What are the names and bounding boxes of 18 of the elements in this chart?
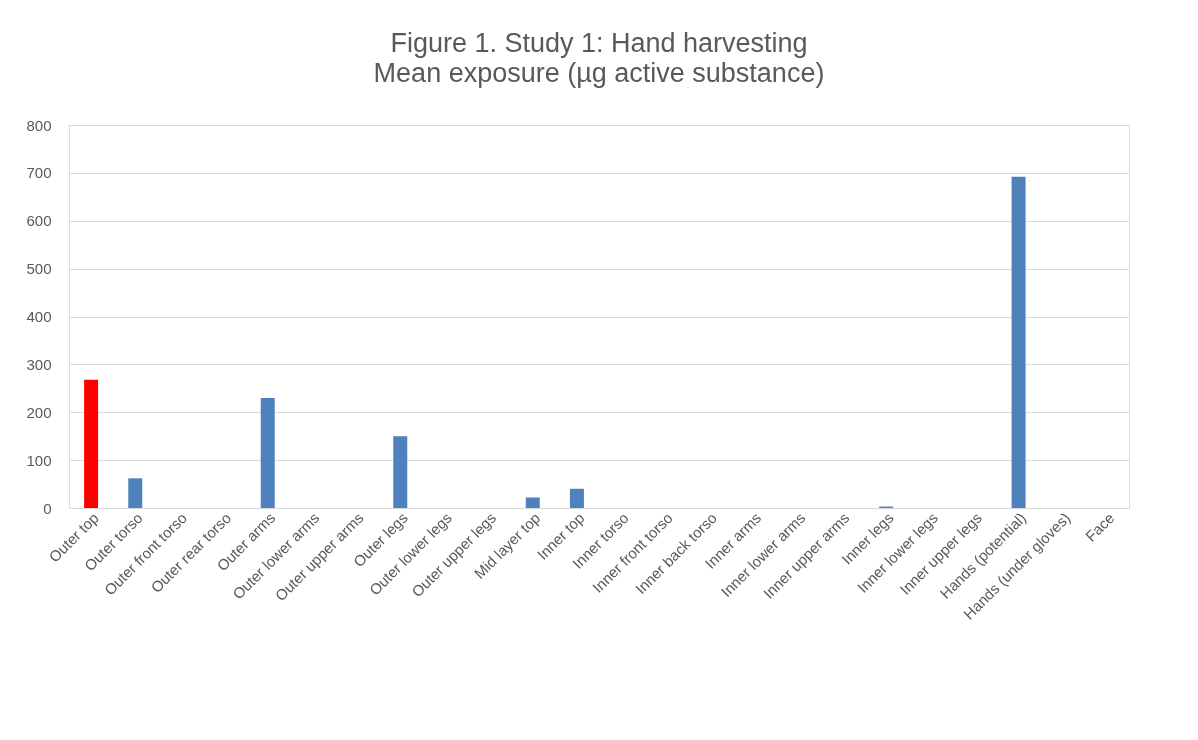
chart-subtitle: Mean exposure (µg active substance) [373, 58, 825, 88]
y-tick-label: 700 [26, 164, 52, 182]
y-tick-label: 600 [26, 212, 52, 230]
bar [128, 478, 143, 508]
y-tick-label: 400 [26, 308, 52, 325]
y-tick-label: 0 [43, 499, 52, 517]
bar [569, 488, 584, 508]
y-tick-label: 300 [26, 355, 52, 373]
bar [260, 397, 275, 508]
y-tick-label: 500 [26, 260, 52, 278]
y-tick-label: 800 [26, 116, 52, 134]
bar [1011, 176, 1026, 508]
bar [525, 497, 540, 508]
bar [84, 379, 99, 508]
y-tick-label: 200 [26, 403, 52, 421]
bar [393, 436, 408, 508]
y-tick-label: 100 [26, 451, 52, 469]
chart-title: Figure 1. Study 1: Hand harvesting [390, 28, 808, 58]
